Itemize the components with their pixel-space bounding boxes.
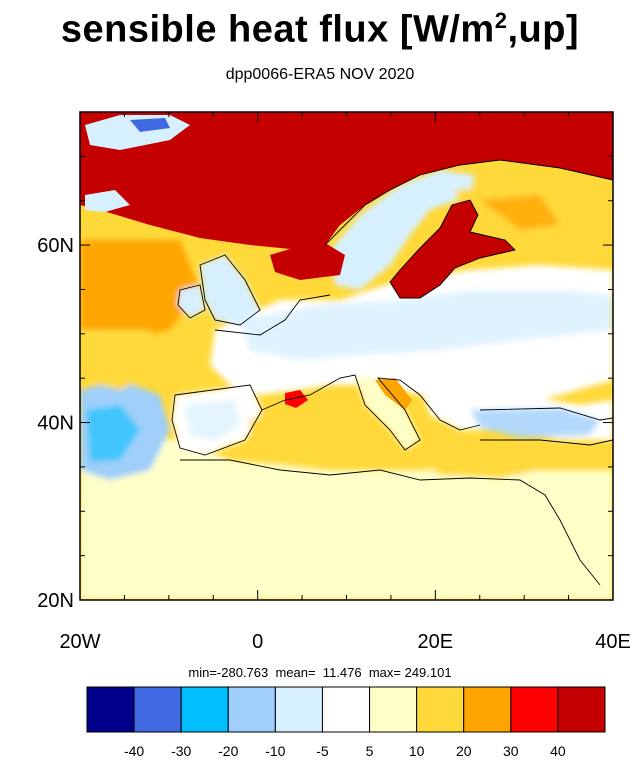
colorbar-swatch (133, 686, 182, 733)
map-field (80, 112, 613, 600)
lon-tick-label: 0 (252, 631, 263, 653)
lat-tick-label: 40N (37, 413, 74, 435)
title-tail: ,up] (507, 8, 580, 51)
colorbar-label: -20 (218, 743, 238, 759)
lon-tick-label: 20W (59, 631, 100, 653)
colorbar-label: -5 (316, 743, 329, 759)
colorbar-label: 40 (550, 743, 566, 759)
colorbar-swatch (321, 686, 371, 733)
stats-line: min=-280.763 mean= 11.476 max= 249.101 (188, 665, 452, 680)
colorbar: -40 -30 -20 -10 -5 5 10 20 30 40 (86, 686, 606, 759)
colorbar-swatch (369, 686, 418, 733)
field-warm-ocean (80, 112, 613, 250)
colorbar-label: 10 (409, 743, 425, 759)
lon-tick-label: 40E (595, 631, 631, 653)
lon-tick-label: 20E (418, 631, 454, 653)
field-warm-northsea (270, 240, 345, 280)
title-main: sensible heat flux [W/m (60, 8, 495, 51)
colorbar-swatch (180, 686, 229, 733)
colorbar-label: 30 (503, 743, 519, 759)
colorbar-swatch (227, 686, 276, 733)
lat-tick-label: 20N (37, 590, 74, 612)
field-warm-gulf-of-lion (285, 390, 308, 408)
plot-subtitle: dpp0066-ERA5 NOV 2020 (225, 66, 415, 83)
axis-labels: 60N 40N 20N 20W 0 20E 40E (37, 235, 631, 653)
field-shading (80, 170, 613, 600)
axis-ticks (79, 111, 614, 601)
field-cold-iceland (85, 190, 130, 212)
colorbar-swatch (416, 686, 465, 733)
colorbar-label: 20 (456, 743, 472, 759)
coastlines (171, 159, 613, 586)
plot-title: sensible heat flux [W/m2,up] (0, 8, 640, 52)
title-superscript: 2 (494, 8, 508, 33)
colorbar-swatch (557, 686, 606, 733)
colorbar-label: -40 (124, 743, 144, 759)
colorbar-label: 5 (366, 743, 374, 759)
colorbar-swatch (463, 686, 512, 733)
colorbar-swatch (86, 686, 135, 733)
field-warm-baltic (390, 200, 515, 298)
colorbar-label: -10 (265, 743, 285, 759)
field-cold-arctic-core (130, 118, 170, 132)
lat-tick-label: 60N (37, 235, 74, 257)
colorbar-swatch (510, 686, 559, 733)
colorbar-label: -30 (171, 743, 191, 759)
colorbar-swatch (274, 686, 323, 733)
